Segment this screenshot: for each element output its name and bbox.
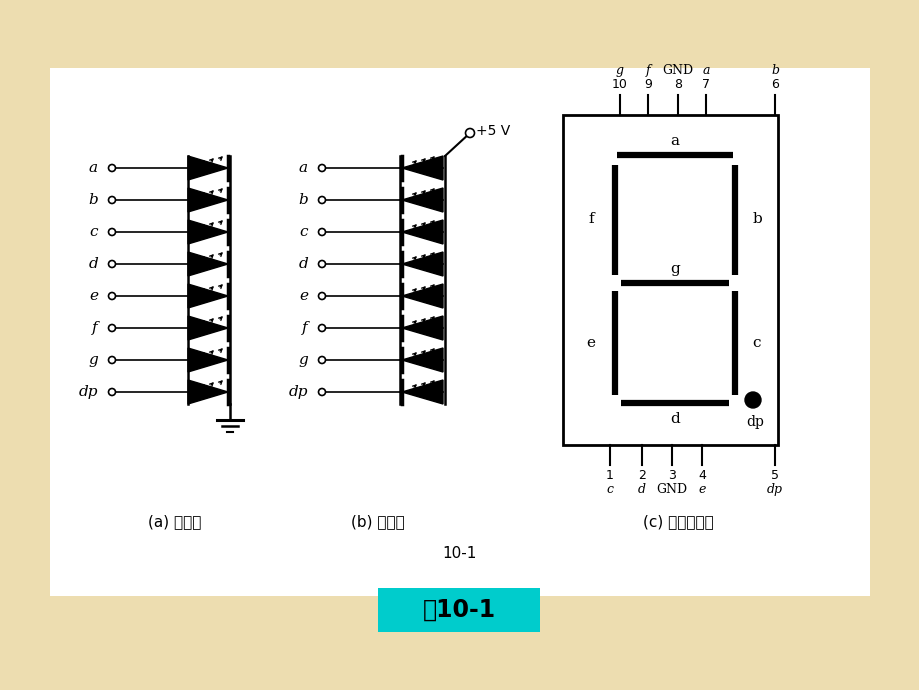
Circle shape [744, 392, 760, 408]
Text: a: a [299, 161, 308, 175]
Polygon shape [187, 284, 228, 308]
Text: a: a [701, 64, 709, 77]
Text: a: a [89, 161, 98, 175]
Circle shape [318, 388, 325, 395]
Text: 5: 5 [770, 469, 778, 482]
Text: 1: 1 [606, 469, 613, 482]
Text: c: c [300, 225, 308, 239]
Text: e: e [299, 289, 308, 303]
Text: b: b [770, 64, 778, 77]
Text: dp: dp [78, 385, 98, 399]
Circle shape [318, 324, 325, 331]
Text: e: e [89, 289, 98, 303]
Circle shape [108, 164, 116, 172]
Circle shape [318, 228, 325, 235]
Text: d: d [669, 412, 679, 426]
Text: e: e [698, 483, 705, 496]
Polygon shape [187, 380, 228, 404]
Polygon shape [402, 156, 443, 180]
Text: f: f [302, 321, 308, 335]
Bar [562, 115, 777, 445]
Circle shape [318, 164, 325, 172]
Polygon shape [187, 156, 228, 180]
Text: (b) 共阳极: (b) 共阳极 [351, 515, 404, 529]
Circle shape [108, 197, 116, 204]
Circle shape [318, 357, 325, 364]
Circle shape [108, 388, 116, 395]
Text: d: d [88, 257, 98, 271]
Text: f: f [645, 64, 650, 77]
Text: 图10-1: 图10-1 [422, 598, 495, 622]
Text: dp: dp [745, 415, 763, 429]
Circle shape [108, 293, 116, 299]
Circle shape [108, 357, 116, 364]
Text: 2: 2 [638, 469, 645, 482]
Text: f: f [92, 321, 98, 335]
Circle shape [108, 228, 116, 235]
Polygon shape [402, 348, 443, 372]
Text: b: b [752, 212, 761, 226]
Polygon shape [187, 316, 228, 340]
Text: (a) 共阴极: (a) 共阴极 [148, 515, 201, 529]
Text: +5 V: +5 V [475, 124, 510, 138]
Text: g: g [616, 64, 623, 77]
Text: g: g [88, 353, 98, 367]
Text: e: e [586, 336, 595, 350]
Text: 8: 8 [674, 78, 681, 91]
Circle shape [318, 293, 325, 299]
Text: c: c [606, 483, 613, 496]
Polygon shape [402, 220, 443, 244]
Text: d: d [637, 483, 645, 496]
Text: g: g [298, 353, 308, 367]
Circle shape [108, 261, 116, 268]
Polygon shape [187, 348, 228, 372]
Text: d: d [298, 257, 308, 271]
Text: dp: dp [766, 483, 782, 496]
Polygon shape [187, 220, 228, 244]
Text: 10: 10 [611, 78, 628, 91]
Circle shape [108, 324, 116, 331]
Polygon shape [402, 284, 443, 308]
Polygon shape [402, 252, 443, 276]
Text: a: a [670, 134, 679, 148]
Text: 7: 7 [701, 78, 709, 91]
Bar [50, 68, 869, 596]
Text: 9: 9 [643, 78, 652, 91]
Polygon shape [402, 188, 443, 212]
Bar [378, 588, 539, 632]
Text: (c) 外形及引脚: (c) 外形及引脚 [642, 515, 712, 529]
Polygon shape [187, 188, 228, 212]
Text: f: f [587, 212, 593, 226]
Polygon shape [187, 252, 228, 276]
Text: 10-1: 10-1 [442, 546, 477, 562]
Text: c: c [89, 225, 98, 239]
Text: b: b [88, 193, 98, 207]
Circle shape [465, 128, 474, 137]
Polygon shape [402, 316, 443, 340]
Text: 6: 6 [770, 78, 778, 91]
Text: 4: 4 [698, 469, 705, 482]
Text: 3: 3 [667, 469, 675, 482]
Text: g: g [669, 262, 679, 276]
Text: dp: dp [289, 385, 308, 399]
Text: GND: GND [656, 483, 686, 496]
Circle shape [318, 261, 325, 268]
Text: GND: GND [662, 64, 693, 77]
Text: c: c [752, 336, 760, 350]
Polygon shape [402, 380, 443, 404]
Circle shape [318, 197, 325, 204]
Text: b: b [298, 193, 308, 207]
